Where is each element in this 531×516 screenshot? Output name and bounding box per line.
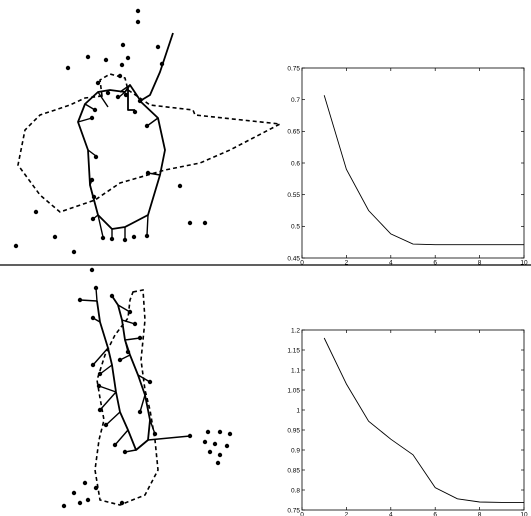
bottom-y-tick-label: 1.2 <box>291 327 300 334</box>
top-solid-structure <box>77 32 174 230</box>
bottom-dots <box>61 267 233 509</box>
top-chart-frame <box>301 67 525 259</box>
top-dots <box>13 8 208 255</box>
top-y-tick-label: 0.7 <box>291 97 300 104</box>
bottom-line-chart: 0 2 4 6 8 10 0.75 0.8 0.85 0.9 0.95 1 1.05 1.1 1.15 1.2 <box>287 327 528 516</box>
bottom-y-tick-label: 0.75 <box>287 507 300 514</box>
top-y-tick-label: 0.5 <box>291 224 300 231</box>
bottom-x-tick-label: 2 <box>345 512 349 516</box>
bottom-dashed-outline <box>94 289 159 506</box>
bottom-y-tick-label: 0.9 <box>291 447 300 454</box>
top-x-tick-label: 6 <box>433 260 437 267</box>
bottom-chart-frame <box>301 329 525 511</box>
top-line-chart: 0 2 4 6 8 10 0.45 0.5 0.55 0.6 0.65 0.7 0.75 <box>287 65 528 266</box>
bottom-chart-series-line <box>323 337 524 503</box>
top-x-tick-label: 2 <box>345 260 349 267</box>
bottom-x-tick-label: 0 <box>300 512 304 516</box>
top-network-illustration <box>13 8 283 255</box>
top-chart-series-line <box>323 95 524 246</box>
bottom-y-tick-label: 0.8 <box>291 487 300 494</box>
bottom-y-tick-label: 1.15 <box>287 347 300 354</box>
top-y-tick-label: 0.75 <box>287 65 300 72</box>
top-x-tick-label: 4 <box>389 260 393 267</box>
bottom-x-tick-label: 8 <box>478 512 482 516</box>
bottom-y-tick-label: 1 <box>296 407 300 414</box>
top-chart-tick-labels: 0 2 4 6 8 10 0.45 0.5 0.55 0.6 0.65 0.7 0.75 <box>287 65 528 266</box>
bottom-network-illustration <box>61 267 233 509</box>
bottom-chart-ticks <box>301 329 525 511</box>
bottom-x-tick-label: 10 <box>520 512 528 516</box>
top-dashed-outline <box>17 73 283 213</box>
bottom-x-tick-label: 6 <box>433 512 437 516</box>
top-y-tick-label: 0.65 <box>287 129 300 136</box>
top-x-tick-label: 10 <box>520 260 528 267</box>
top-y-tick-label: 0.45 <box>287 255 300 262</box>
top-x-tick-label: 8 <box>478 260 482 267</box>
bottom-y-tick-label: 1.1 <box>291 367 300 374</box>
top-y-tick-label: 0.55 <box>287 192 300 199</box>
bottom-y-tick-label: 0.85 <box>287 467 300 474</box>
top-spokes <box>77 84 161 239</box>
bottom-chart-tick-labels: 0 2 4 6 8 10 0.75 0.8 0.85 0.9 0.95 1 1.05 1.1 1.15 1.2 <box>287 327 528 516</box>
bottom-y-tick-label: 0.95 <box>287 427 300 434</box>
bottom-x-tick-label: 4 <box>389 512 393 516</box>
bottom-spokes <box>79 287 191 453</box>
bottom-y-tick-label: 1.05 <box>287 387 300 394</box>
top-y-tick-label: 0.6 <box>291 160 300 167</box>
top-x-tick-label: 0 <box>300 260 304 267</box>
top-chart-ticks <box>301 67 525 259</box>
